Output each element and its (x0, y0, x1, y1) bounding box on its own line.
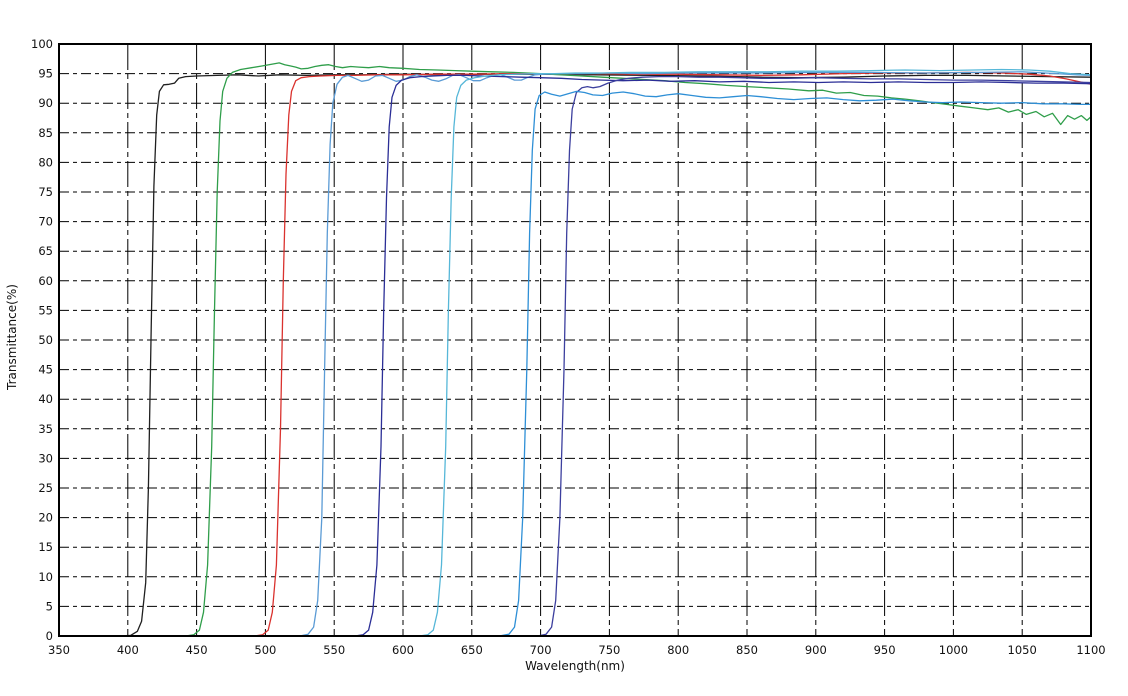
x-tick-label: 750 (598, 643, 620, 657)
series-longpass-590nm (58, 74, 1092, 637)
x-tick-label: 1100 (1076, 643, 1105, 657)
x-tick-label: 450 (186, 643, 208, 657)
y-tick-label: 100 (31, 37, 53, 51)
x-axis-title: Wavelength(nm) (525, 659, 625, 673)
x-tick-label: 850 (736, 643, 758, 657)
x-tick-label: 350 (48, 643, 70, 657)
x-tick-label: 400 (117, 643, 139, 657)
y-tick-label: 80 (38, 155, 53, 169)
y-tick-label: 45 (38, 363, 53, 377)
y-tick-label: 70 (38, 215, 53, 229)
x-tick-label: 500 (254, 643, 276, 657)
series-longpass-470nm (58, 62, 1092, 637)
y-tick-label: 40 (38, 392, 53, 406)
y-tick-label: 15 (38, 540, 53, 554)
x-tick-label: 700 (530, 643, 552, 657)
x-tick-label: 1050 (1008, 643, 1037, 657)
y-tick-label: 5 (46, 599, 53, 613)
x-tick-label: 650 (461, 643, 483, 657)
series-longpass-640nm (58, 68, 1092, 637)
y-tick-label: 60 (38, 274, 53, 288)
y-tick-label: 0 (46, 629, 53, 643)
x-tick-label: 1000 (939, 643, 968, 657)
y-tick-label: 55 (38, 303, 53, 317)
y-tick-label: 20 (38, 511, 53, 525)
y-tick-label: 30 (38, 451, 53, 465)
y-tick-label: 95 (38, 67, 53, 81)
x-tick-label: 950 (874, 643, 896, 657)
x-tick-label: 550 (323, 643, 345, 657)
x-tick-label: 600 (392, 643, 414, 657)
y-tick-label: 35 (38, 422, 53, 436)
x-tick-label: 900 (805, 643, 827, 657)
series-longpass-695nm (58, 90, 1092, 637)
y-tick-label: 65 (38, 244, 53, 258)
series-longpass-720nm (58, 75, 1092, 637)
y-tick-label: 90 (38, 96, 53, 110)
y-tick-label: 75 (38, 185, 53, 199)
y-tick-label: 25 (38, 481, 53, 495)
y-tick-label: 10 (38, 570, 53, 584)
y-tick-label: 50 (38, 333, 53, 347)
y-tick-label: 85 (38, 126, 53, 140)
x-tick-label: 800 (667, 643, 689, 657)
plot-border (58, 43, 1092, 637)
